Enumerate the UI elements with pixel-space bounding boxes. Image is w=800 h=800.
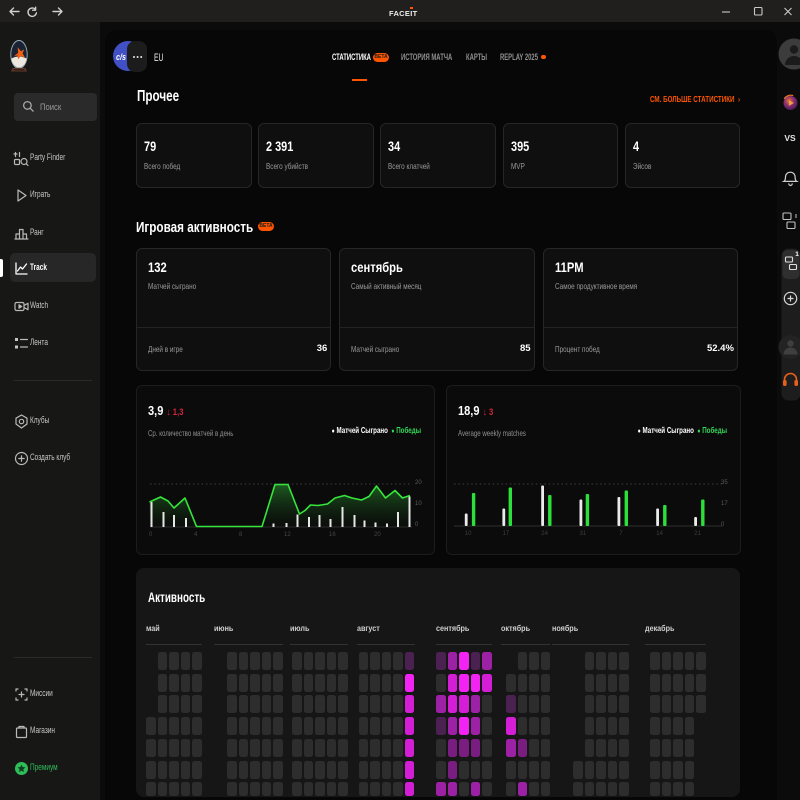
svg-text:17: 17 xyxy=(502,531,509,537)
svg-text:4: 4 xyxy=(194,532,198,538)
svg-text:12: 12 xyxy=(284,532,291,538)
svg-text:10: 10 xyxy=(465,531,472,537)
svg-text:VS: VS xyxy=(784,133,796,143)
svg-text:7: 7 xyxy=(619,531,623,537)
svg-text:14: 14 xyxy=(656,531,663,537)
svg-text:21: 21 xyxy=(694,531,701,537)
svg-text:24: 24 xyxy=(541,531,548,537)
svg-text:1: 1 xyxy=(795,251,799,258)
svg-text:31: 31 xyxy=(580,531,587,537)
svg-text:0: 0 xyxy=(149,532,153,538)
svg-text:8: 8 xyxy=(239,532,243,538)
svg-text:16: 16 xyxy=(329,532,336,538)
svg-text:20: 20 xyxy=(374,532,381,538)
